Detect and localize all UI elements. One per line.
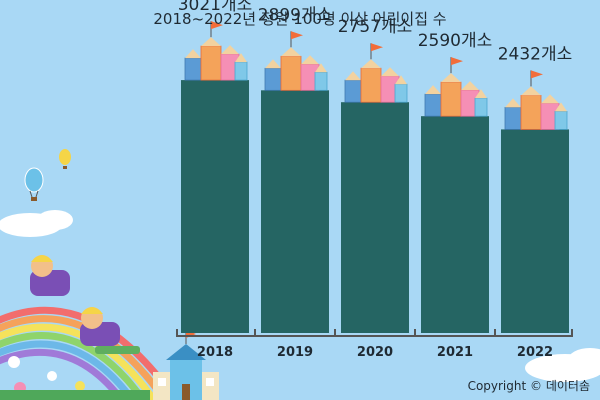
children-sliding-icon bbox=[30, 255, 140, 354]
pencil-body bbox=[234, 61, 248, 81]
pencil-tip bbox=[521, 86, 541, 96]
data-label: 2757개소 bbox=[338, 17, 413, 37]
pencil-tip bbox=[281, 47, 301, 57]
pencil-tip bbox=[221, 45, 239, 55]
flag bbox=[451, 57, 463, 66]
copyright-text: Copyright © 데이터솜 bbox=[468, 379, 590, 393]
x-tick-label: 2019 bbox=[277, 345, 313, 360]
pencil-body bbox=[344, 79, 362, 103]
pencil-tip bbox=[235, 53, 247, 63]
rainbow-icon bbox=[0, 306, 173, 400]
data-label: 2590개소 bbox=[418, 31, 493, 51]
x-tick-label: 2021 bbox=[437, 345, 473, 360]
pencil-castle-icon bbox=[344, 43, 408, 103]
pencil-body bbox=[520, 95, 542, 130]
pencil-castle-icon bbox=[424, 57, 488, 117]
x-tick-label: 2020 bbox=[357, 345, 393, 360]
pencil-tip bbox=[345, 71, 361, 81]
pencil-body bbox=[554, 111, 568, 130]
pencil-tip bbox=[541, 94, 559, 104]
pencil-body bbox=[280, 55, 302, 91]
bar bbox=[501, 129, 569, 333]
x-tick-label: 2018 bbox=[197, 345, 233, 360]
pencil-tip bbox=[381, 67, 399, 77]
pencil-tip bbox=[461, 81, 479, 91]
bar bbox=[341, 102, 409, 334]
cloud-icon bbox=[0, 210, 600, 382]
chart-title: 2018~2022년 정원 100명 이상 어린이집 수 bbox=[153, 10, 446, 28]
pencil-body bbox=[394, 83, 408, 103]
pencil-tip bbox=[315, 63, 327, 73]
school-building-icon bbox=[153, 330, 219, 400]
data-label: 3021개소 bbox=[178, 0, 253, 15]
pencil-tip bbox=[361, 59, 381, 69]
pencil-castle-icon bbox=[264, 31, 328, 91]
x-tick-label: 2022 bbox=[517, 345, 553, 360]
pencil-body bbox=[360, 67, 382, 103]
pencil-tip bbox=[185, 49, 201, 59]
bar bbox=[181, 80, 249, 333]
flag bbox=[291, 31, 303, 40]
bar bbox=[261, 90, 329, 333]
flower-icon bbox=[0, 356, 150, 400]
pencil-tip bbox=[505, 98, 521, 108]
pencil-tip bbox=[555, 102, 567, 112]
flag bbox=[371, 43, 383, 52]
hot-air-balloon-icon bbox=[24, 149, 71, 201]
pencil-body bbox=[184, 57, 202, 81]
data-label: 2432개소 bbox=[498, 44, 573, 64]
flag bbox=[531, 70, 543, 79]
pencil-tip bbox=[441, 73, 461, 83]
pencil-tip bbox=[395, 75, 407, 85]
pencil-body bbox=[264, 67, 282, 91]
pencil-tip bbox=[475, 89, 487, 99]
pencil-tip bbox=[301, 55, 319, 65]
pencil-tip bbox=[425, 85, 441, 95]
pencil-castle-icon bbox=[504, 70, 568, 130]
pencil-body bbox=[200, 45, 222, 81]
pencil-body bbox=[424, 93, 442, 117]
pencil-body bbox=[504, 107, 522, 130]
pencil-tip bbox=[201, 37, 221, 47]
pencil-body bbox=[474, 97, 488, 117]
flag bbox=[211, 21, 223, 30]
pencil-tip bbox=[265, 59, 281, 69]
data-label: 2899개소 bbox=[258, 5, 333, 25]
pencil-body bbox=[440, 81, 462, 117]
pencil-body bbox=[314, 71, 328, 91]
bar bbox=[421, 116, 489, 334]
pencil-castle-icon bbox=[184, 21, 248, 81]
